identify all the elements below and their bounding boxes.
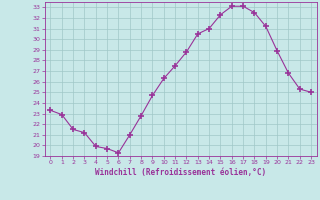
X-axis label: Windchill (Refroidissement éolien,°C): Windchill (Refroidissement éolien,°C) <box>95 168 266 177</box>
